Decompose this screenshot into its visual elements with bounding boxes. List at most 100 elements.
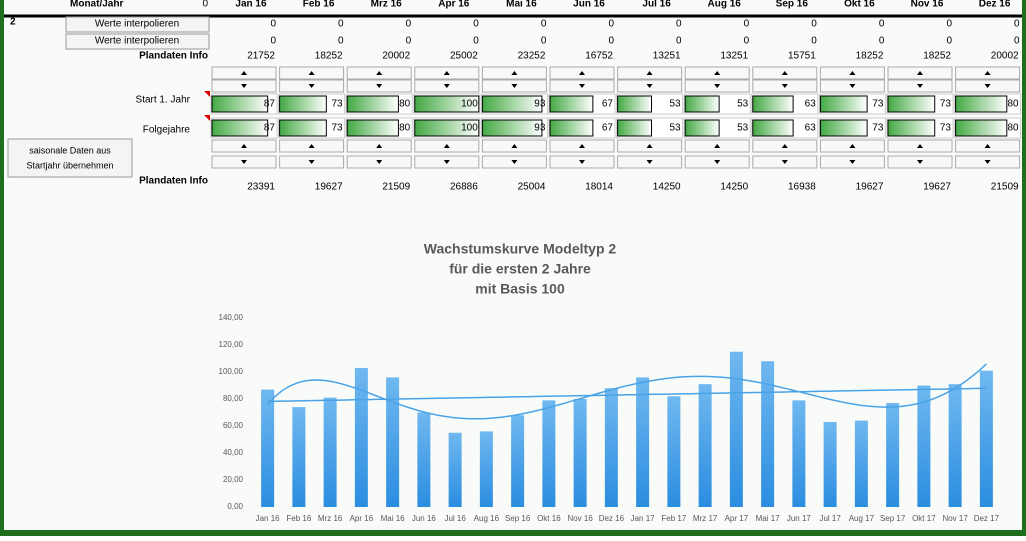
cell-value: 0 — [338, 19, 344, 30]
data-bar — [346, 119, 399, 137]
copy-button-text: Startjahr übernehmen — [26, 160, 113, 170]
spin-arrow — [376, 144, 383, 148]
cell-value: 0 — [676, 36, 682, 47]
y-tick-label: 80,00 — [223, 394, 244, 403]
spin-arrow — [781, 144, 788, 148]
header-month: Mrz 16 — [371, 0, 403, 10]
bar — [698, 384, 712, 507]
spin-arrow — [646, 84, 653, 88]
cell-value: 73 — [331, 99, 343, 110]
linear-trend-line — [267, 387, 987, 403]
cell-value: 80 — [1007, 99, 1019, 110]
cell-value: 53 — [669, 99, 681, 110]
data-bar — [819, 119, 868, 137]
bar — [604, 388, 618, 507]
spin-arrow — [917, 144, 923, 148]
cell-value: 20002 — [991, 51, 1019, 62]
x-tick-label: Feb 17 — [661, 514, 686, 523]
bar — [823, 421, 837, 507]
copy-button[interactable] — [7, 138, 133, 178]
data-bar — [346, 95, 399, 113]
spin-arrow — [241, 71, 247, 75]
y-tick-label: 40,00 — [223, 448, 244, 457]
cell-value: 0 — [1014, 19, 1020, 30]
cell-value: 0 — [473, 36, 479, 47]
spin-arrow — [511, 144, 518, 148]
x-tick-label: Mrz 16 — [318, 514, 343, 523]
y-tick-label: 0,00 — [227, 502, 243, 511]
cell-value: 53 — [669, 123, 681, 134]
data-bar — [684, 95, 720, 113]
data-bar — [414, 95, 480, 113]
cell-value: 0 — [946, 36, 952, 47]
bar — [479, 431, 493, 507]
spin-arrow — [511, 84, 518, 88]
x-tick-label: Sep 16 — [505, 514, 531, 523]
bar — [292, 407, 306, 507]
cell-value: 87 — [264, 99, 276, 110]
data-bar — [887, 95, 936, 113]
data-bar — [211, 95, 269, 113]
spin-arrow — [849, 84, 856, 88]
interpolate-button-text: Werte interpolieren — [95, 36, 179, 47]
spin-arrow — [579, 84, 585, 88]
header-month: Nov 16 — [911, 0, 944, 10]
header-month: Jun 16 — [573, 0, 605, 10]
interpolate-button-text: Werte interpolieren — [95, 19, 179, 30]
bar — [917, 385, 931, 507]
bar — [386, 377, 400, 507]
cell-value: 23252 — [518, 51, 546, 62]
spin-arrow — [376, 160, 383, 164]
data-bar — [279, 119, 327, 137]
x-tick-label: Aug 16 — [474, 514, 500, 523]
cell-value: 14250 — [653, 182, 681, 193]
cell-value: 20002 — [382, 51, 410, 62]
cell-value: 0 — [1014, 36, 1020, 47]
cell-value: 0 — [608, 19, 614, 30]
x-tick-label: Jan 16 — [256, 514, 281, 523]
data-bar — [211, 119, 269, 137]
x-tick-label: Okt 17 — [912, 514, 936, 523]
cell-value: 0 — [879, 36, 885, 47]
x-tick-label: Jan 17 — [631, 514, 656, 523]
cell-value: 80 — [399, 123, 411, 134]
interpolate-button[interactable] — [65, 16, 210, 33]
y-tick-label: 100,00 — [219, 367, 244, 376]
spin-arrow — [376, 84, 383, 88]
spin-arrow — [376, 71, 383, 75]
data-bar — [549, 95, 594, 113]
cell-value: 18014 — [585, 182, 613, 193]
cell-value: 53 — [737, 99, 749, 110]
cell-value: 0 — [406, 19, 412, 30]
cell-value: 21509 — [991, 182, 1019, 193]
chart-title: Wachstumskurve Modeltyp 2 — [424, 241, 617, 257]
comment-marker — [204, 115, 210, 121]
bar — [542, 400, 556, 507]
cell-value: 0 — [270, 36, 276, 47]
bar — [761, 361, 775, 507]
x-tick-label: Aug 17 — [849, 514, 875, 523]
bar — [354, 367, 368, 507]
cell-value: 93 — [534, 123, 546, 134]
cell-value: 21752 — [247, 51, 275, 62]
cell-value: 0 — [811, 19, 817, 30]
spin-arrow — [511, 71, 518, 75]
bar — [417, 412, 431, 507]
x-tick-label: Nov 17 — [942, 514, 968, 523]
cell-value: 15751 — [788, 51, 816, 62]
row-label: Start 1. Jahr — [136, 95, 191, 106]
data-bar — [549, 119, 594, 137]
row-label: Plandaten Info — [139, 176, 208, 187]
header-month: Aug 16 — [708, 0, 742, 10]
spin-arrow — [241, 144, 247, 148]
spin-arrow — [579, 71, 585, 75]
cell-value: 0 — [744, 19, 750, 30]
bar — [667, 396, 681, 507]
spin-arrow — [781, 160, 788, 164]
spin-arrow — [714, 84, 721, 88]
interpolate-button[interactable] — [65, 33, 210, 50]
spin-arrow — [984, 160, 991, 164]
cell-value: 80 — [1007, 123, 1019, 134]
bar — [261, 389, 275, 507]
bar — [511, 415, 525, 507]
